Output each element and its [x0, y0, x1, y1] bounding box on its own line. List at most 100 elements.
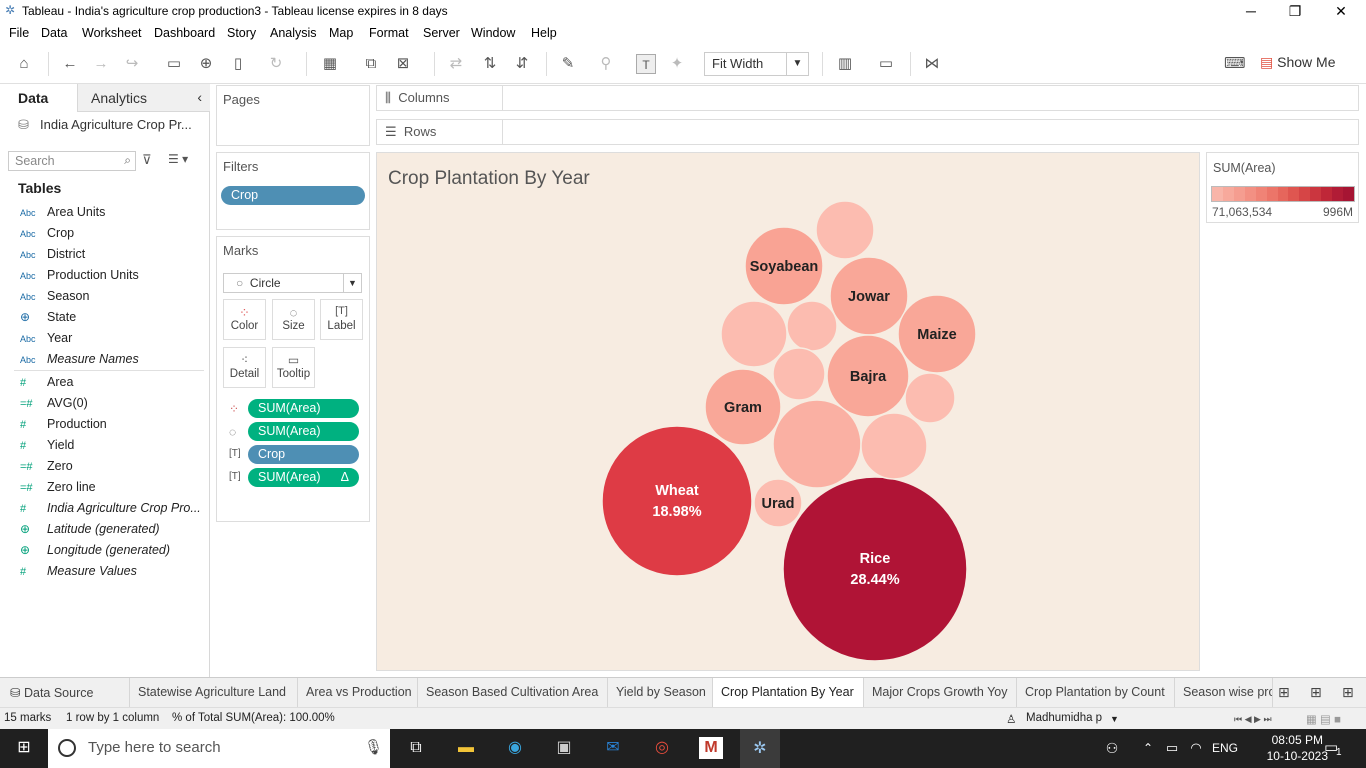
- notification-icon[interactable]: ▭: [1324, 739, 1339, 756]
- menu-analysis[interactable]: Analysis: [270, 26, 317, 40]
- new-story-icon[interactable]: ⊞: [1342, 684, 1354, 700]
- collapse-icon[interactable]: ‹: [197, 89, 202, 105]
- field-measure-values[interactable]: # Measure Values: [20, 564, 137, 578]
- field-year[interactable]: Abc Year: [20, 331, 73, 345]
- tab-area-vs-production[interactable]: Area vs Production: [298, 678, 418, 708]
- fit-dropdown[interactable]: Fit Width ▼: [704, 52, 809, 76]
- field-zero-line[interactable]: =# Zero line: [20, 480, 96, 494]
- new-worksheet-icon[interactable]: ⊞: [1278, 684, 1290, 700]
- detail-button[interactable]: ⁖ Detail: [223, 347, 266, 388]
- redo-icon[interactable]: →: [93, 55, 109, 72]
- field-avg0[interactable]: =# AVG(0): [20, 396, 88, 410]
- tab-season-wise[interactable]: Season wise pro: [1175, 678, 1273, 708]
- minimize-icon[interactable]: ─: [1246, 3, 1256, 19]
- sort-descending-icon[interactable]: ⇵: [515, 55, 529, 72]
- battery-icon[interactable]: ▭: [1165, 740, 1179, 755]
- language-indicator[interactable]: ENG: [1212, 741, 1239, 755]
- first-page-icon[interactable]: ⏮ ◀ ▶ ⏭: [1234, 714, 1272, 724]
- tab-major-crops-growth[interactable]: Major Crops Growth Yoy: [864, 678, 1017, 708]
- wifi-icon[interactable]: ◠: [1190, 740, 1202, 755]
- mail-icon[interactable]: ✉: [606, 739, 620, 756]
- chevron-up-icon[interactable]: ⌃: [1142, 741, 1154, 755]
- new-worksheet-icon[interactable]: ▦: [322, 55, 338, 72]
- label-button[interactable]: [T] Label: [320, 299, 363, 340]
- new-dashboard-icon[interactable]: ⊞: [1310, 684, 1322, 700]
- menu-format[interactable]: Format: [369, 26, 409, 40]
- bubble-unlabeled-10[interactable]: [786, 300, 838, 352]
- highlight-icon[interactable]: ✎: [561, 55, 575, 72]
- field-latitude[interactable]: ⊕ Latitude (generated): [20, 522, 160, 536]
- status-user[interactable]: Madhumidha p: [1026, 712, 1103, 724]
- mark-type-dropdown[interactable]: ○ Circle ▼: [223, 273, 362, 293]
- bubble-unlabeled-14[interactable]: [815, 200, 875, 260]
- filters-card[interactable]: Filters Crop: [216, 152, 370, 230]
- field-district[interactable]: Abc District: [20, 247, 86, 261]
- menu-story[interactable]: Story: [227, 26, 257, 40]
- bubble-soyabean[interactable]: [744, 226, 824, 306]
- menu-help[interactable]: Help: [531, 26, 557, 40]
- rows-shelf[interactable]: ☰ Rows: [376, 119, 1359, 145]
- share-icon[interactable]: ⋈: [924, 55, 940, 72]
- marks-pill-label-sum-area[interactable]: SUM(Area) Δ: [248, 468, 359, 487]
- bubble-maize[interactable]: [897, 294, 977, 374]
- menu-dashboard[interactable]: Dashboard: [154, 26, 216, 40]
- home-icon[interactable]: ⌂: [19, 55, 29, 72]
- tab-data[interactable]: Data: [0, 84, 77, 112]
- bubble-gram[interactable]: [704, 368, 782, 446]
- restore-icon[interactable]: ❐: [1288, 3, 1302, 19]
- bubble-unlabeled-13[interactable]: [904, 372, 956, 424]
- show-me-button[interactable]: ▤ Show Me: [1260, 54, 1335, 71]
- tab-crop-plantation-by-count[interactable]: Crop Plantation by Count: [1017, 678, 1175, 708]
- field-season[interactable]: Abc Season: [20, 289, 90, 303]
- field-production-units[interactable]: Abc Production Units: [20, 268, 139, 282]
- swap-icon[interactable]: ⇄: [449, 55, 463, 72]
- marks-pill-color-sum-area[interactable]: SUM(Area): [248, 399, 359, 418]
- menu-file[interactable]: File: [9, 26, 30, 40]
- microphone-icon[interactable]: 🎙︎: [364, 739, 384, 756]
- store-icon[interactable]: ▣: [556, 739, 572, 756]
- bubble-bajra[interactable]: [826, 334, 910, 418]
- bubble-unlabeled-8[interactable]: [772, 399, 862, 489]
- tooltip-button[interactable]: ▭ Tooltip: [272, 347, 315, 388]
- duplicate-icon[interactable]: ⧉: [365, 55, 377, 72]
- bubble-unlabeled-11[interactable]: [772, 347, 826, 401]
- menu-data[interactable]: Data: [41, 26, 68, 40]
- field-area-units[interactable]: Abc Area Units: [20, 205, 106, 219]
- color-legend[interactable]: SUM(Area) 71,063,534 996M: [1206, 152, 1359, 223]
- show-labels-icon[interactable]: T: [636, 54, 656, 74]
- edge-icon[interactable]: ◉: [508, 739, 522, 756]
- filter-icon[interactable]: ⊽: [142, 152, 152, 167]
- pages-card[interactable]: Pages: [216, 85, 370, 146]
- menu-window[interactable]: Window: [471, 26, 516, 40]
- tab-yield-by-season[interactable]: Yield by Season: [608, 678, 713, 708]
- filter-pill-crop[interactable]: Crop: [221, 186, 365, 205]
- field-production[interactable]: # Production: [20, 417, 107, 431]
- bubble-unlabeled-12[interactable]: [860, 412, 928, 480]
- people-icon[interactable]: ⚇: [1105, 740, 1119, 756]
- field-measure-names[interactable]: Abc Measure Names: [20, 352, 139, 366]
- app-icon[interactable]: M: [699, 737, 723, 759]
- clear-sheet-icon[interactable]: ⊠: [396, 55, 410, 72]
- tab-analytics[interactable]: Analytics ‹: [77, 84, 210, 112]
- presentation-icon[interactable]: ▭: [878, 55, 894, 72]
- field-zero[interactable]: =# Zero: [20, 459, 73, 473]
- field-india-agri-count[interactable]: # India Agriculture Crop Pro...: [20, 501, 201, 515]
- menu-map[interactable]: Map: [329, 26, 354, 40]
- new-datasource-icon[interactable]: ⊕: [199, 55, 213, 72]
- pin-icon[interactable]: ✦: [670, 55, 684, 72]
- file-explorer-icon[interactable]: ▬: [458, 739, 474, 756]
- bubble-wheat[interactable]: [601, 425, 753, 577]
- menu-server[interactable]: Server: [423, 26, 460, 40]
- tab-crop-plantation-by-year[interactable]: Crop Plantation By Year: [713, 678, 864, 708]
- menu-worksheet[interactable]: Worksheet: [82, 26, 142, 40]
- sort-ascending-icon[interactable]: ⇅: [483, 55, 497, 72]
- bubble-chart[interactable]: Rice 28.44% Wheat 18.98% Soyabean Jowar Maize B…: [377, 153, 1199, 670]
- format-painter-icon[interactable]: ⌨: [1224, 55, 1246, 72]
- bubble-rice[interactable]: [782, 476, 968, 662]
- tableau-taskbar-icon[interactable]: ✲: [740, 729, 780, 768]
- attach-icon[interactable]: ⚲: [600, 55, 612, 72]
- columns-shelf[interactable]: ⫼ Columns: [376, 85, 1359, 111]
- tab-data-source[interactable]: ⛁ Data Source: [0, 678, 130, 708]
- field-state[interactable]: ⊕ State: [20, 310, 77, 324]
- windows-start-icon[interactable]: ⊞: [17, 739, 31, 756]
